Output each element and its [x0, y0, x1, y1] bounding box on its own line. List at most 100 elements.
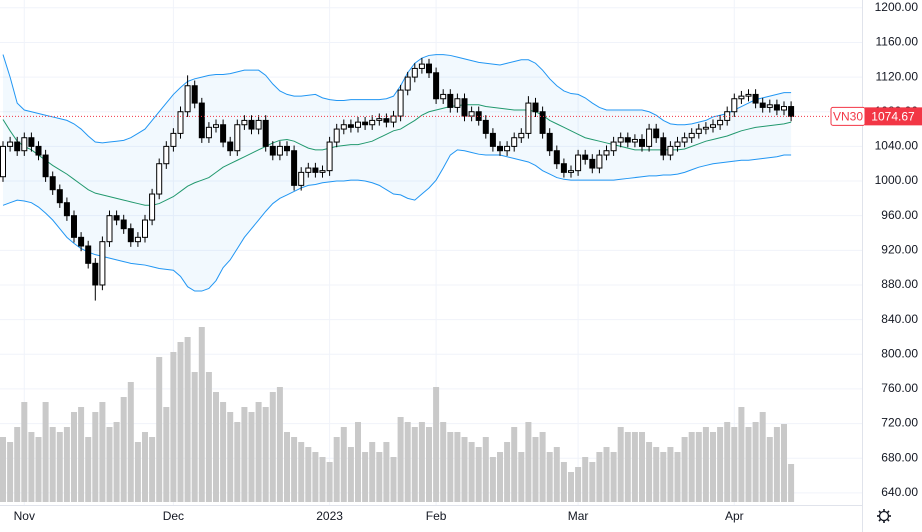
candle-body: [49, 176, 56, 191]
volume-bar: [539, 432, 546, 502]
candle-body: [99, 241, 106, 286]
volume-bar: [390, 457, 397, 502]
y-tick-label: 1120.00: [876, 69, 919, 83]
volume-bar: [511, 427, 518, 502]
volume-bar: [489, 457, 496, 502]
volume-bar: [163, 407, 170, 502]
volume-bar: [276, 387, 283, 502]
volume-bar: [191, 372, 198, 502]
candle-body: [710, 124, 716, 128]
candle-body: [0, 145, 6, 178]
volume-bar: [639, 432, 645, 502]
settings-icon[interactable]: [877, 509, 891, 523]
volume-bar: [347, 447, 354, 502]
candle-body: [752, 93, 759, 104]
candle-body: [660, 137, 667, 156]
candle-body: [631, 138, 638, 143]
volume-bar: [440, 422, 447, 502]
volume-bar: [766, 437, 773, 502]
volume-bar: [362, 452, 369, 502]
volume-bar: [660, 452, 667, 502]
volume-bar: [681, 437, 688, 502]
candle-body: [376, 118, 383, 121]
volume-bar: [482, 437, 489, 502]
candle-body: [532, 102, 539, 113]
volume-bar: [461, 437, 468, 502]
volume-bar: [674, 452, 681, 502]
lower-band: [2, 149, 792, 292]
volume-bar: [553, 447, 560, 502]
volume-bar: [603, 447, 610, 502]
candle-body: [724, 111, 731, 121]
volume-bar: [546, 452, 553, 502]
candle-body: [234, 124, 241, 152]
candle-body: [418, 63, 425, 69]
volume-bar: [56, 432, 63, 502]
y-tick-label: 640.00: [881, 485, 918, 499]
candle-body: [227, 141, 234, 152]
candle-body: [575, 154, 582, 172]
candle-body: [603, 150, 610, 156]
candle-body: [127, 228, 134, 243]
candle-body: [773, 104, 780, 111]
candle-body: [489, 132, 496, 147]
candle-body: [362, 121, 369, 126]
volume-bar: [134, 442, 141, 502]
series-name: VN30: [833, 110, 863, 124]
volume-bar: [454, 432, 461, 502]
y-tick-label: 960.00: [881, 208, 918, 222]
candle-body: [568, 170, 574, 173]
volume-bar: [234, 422, 241, 502]
volume-bar: [198, 327, 205, 502]
y-tick-label: 760.00: [881, 381, 918, 395]
candle-body: [14, 141, 21, 152]
last-price-tag: [865, 107, 922, 126]
candle-body: [21, 137, 28, 152]
last-price-label: 1074.67: [871, 110, 915, 124]
volume-bar: [156, 357, 163, 502]
candle-body: [454, 98, 461, 108]
candle-body: [596, 154, 603, 169]
volume-bar: [518, 452, 525, 502]
upper-band: [2, 54, 792, 144]
volume-bar: [92, 412, 99, 502]
volume-bar: [504, 442, 511, 502]
candle-body: [56, 189, 63, 204]
volume-bar: [149, 437, 156, 502]
candle-body: [639, 138, 645, 147]
volume-bar: [177, 342, 184, 502]
candle-body: [589, 158, 596, 169]
candle-body: [468, 111, 475, 117]
candle-body: [85, 245, 92, 264]
volume-bar: [710, 432, 716, 502]
volume-bar: [63, 427, 70, 502]
volume-bar: [42, 402, 49, 502]
candle-body: [319, 170, 326, 173]
volume-bar: [397, 417, 404, 502]
candle-body: [120, 219, 127, 230]
volume-bar: [532, 437, 539, 502]
volume-bar: [284, 432, 290, 502]
volume-bar: [667, 447, 674, 502]
candle-body: [759, 102, 766, 108]
volume-bar: [305, 447, 312, 502]
candle-body: [610, 141, 617, 152]
volume-bar: [468, 442, 475, 502]
candle-body: [106, 215, 113, 243]
candle-body: [205, 126, 212, 139]
candle-body: [92, 262, 99, 286]
candle-body: [511, 137, 518, 147]
candle-body: [653, 128, 660, 139]
volume-bar: [617, 427, 624, 502]
plot: [0, 0, 862, 505]
candle-body: [142, 219, 148, 238]
candle-body: [63, 202, 70, 217]
candle-body: [78, 236, 85, 247]
candle-body: [702, 126, 709, 130]
candle-body: [404, 76, 411, 91]
volume-bar: [724, 422, 731, 502]
volume-bar: [127, 382, 134, 502]
volume-bar: [653, 447, 660, 502]
volume-bar: [340, 427, 347, 502]
volume-bar: [404, 422, 411, 502]
